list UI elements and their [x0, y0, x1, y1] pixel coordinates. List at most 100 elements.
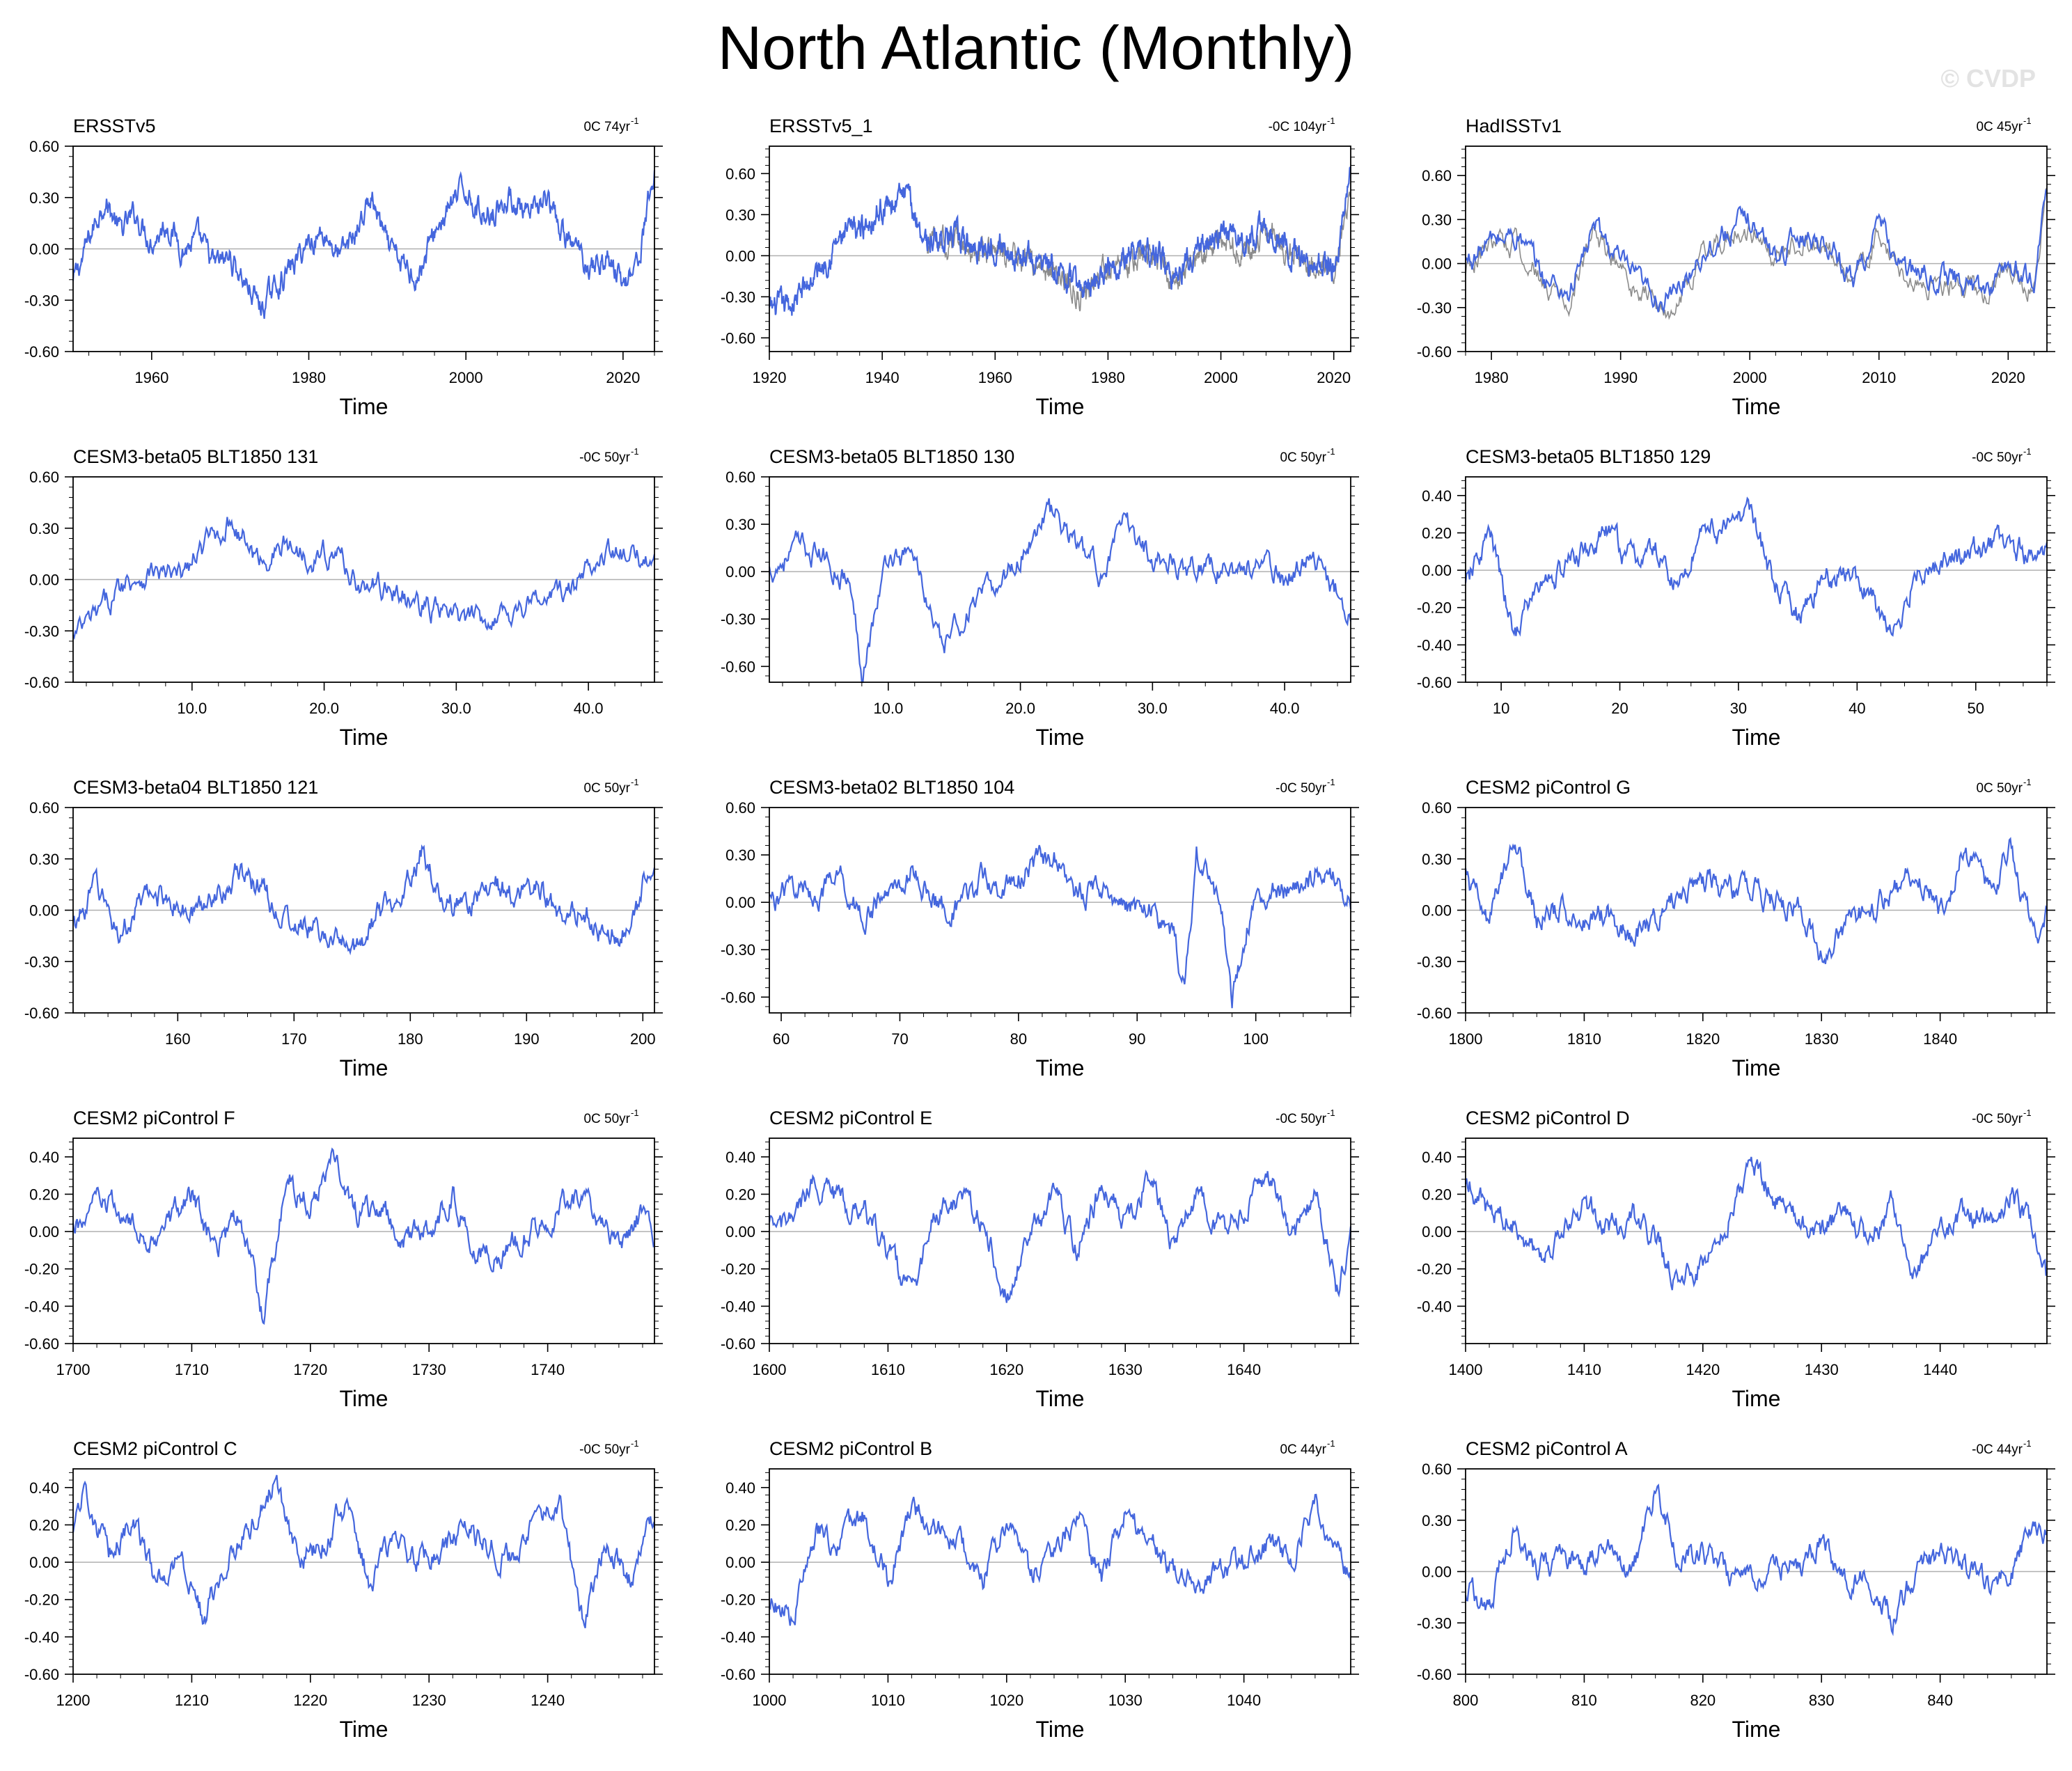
x-tick-label: 190 — [514, 1030, 540, 1048]
trend-label: -0C 50yr — [1972, 450, 2023, 465]
trend-unit-superscript: -1 — [2023, 1438, 2032, 1449]
chart-panel-2: ERSSTv5_1 -0C 104yr -1 -0.60 -0.30 0.00 0.30 0.… — [721, 116, 1359, 419]
y-tick-label: 0.30 — [725, 206, 755, 223]
y-tick-label: -0.60 — [1417, 343, 1452, 361]
y-tick-label: -0.30 — [1417, 953, 1452, 970]
y-tick-label: 0.60 — [1422, 799, 1452, 817]
chart-panel-15: CESM2 piControl A -0C 44yr -1 -0.60 -0.30 0.0… — [1417, 1438, 2055, 1742]
trend-unit-superscript: -1 — [1327, 1438, 1335, 1449]
y-tick-label: -0.20 — [1417, 599, 1452, 617]
y-tick-label: -0.20 — [1417, 1261, 1452, 1278]
y-tick-label: 0.30 — [29, 851, 59, 868]
panel-title: CESM3-beta05 BLT1850 131 — [73, 446, 318, 467]
chart-panel-5: CESM3-beta05 BLT1850 130 0C 50yr -1 -0.60 -0… — [721, 446, 1359, 750]
x-tick-label: 1040 — [1227, 1692, 1261, 1709]
series-line — [72, 170, 656, 320]
series-line — [1464, 837, 2048, 964]
plot-frame — [72, 1138, 655, 1344]
y-tick-label: 0.20 — [725, 1516, 755, 1534]
y-tick-label: 0.20 — [1422, 1186, 1452, 1203]
trend-label: -0C 50yr — [579, 1442, 631, 1457]
y-tick-label: 0.30 — [725, 847, 755, 864]
y-tick-label: 0.40 — [725, 1479, 755, 1497]
x-tick-label: 1960 — [978, 369, 1012, 386]
plot-frame — [769, 145, 1351, 352]
y-tick-label: 0.00 — [29, 572, 59, 589]
y-tick-label: 0.20 — [29, 1186, 59, 1203]
x-tick-label: 1400 — [1449, 1361, 1483, 1378]
panel-title: CESM2 piControl F — [73, 1108, 235, 1128]
x-axis-label: Time — [1036, 1717, 1085, 1742]
panel-title: CESM2 piControl G — [1466, 777, 1631, 798]
x-tick-label: 1620 — [989, 1361, 1023, 1378]
x-tick-label: 90 — [1129, 1030, 1145, 1048]
chart-panel-8: CESM3-beta02 BLT1850 104 -0C 50yr -1 -0.60 -… — [721, 777, 1359, 1080]
trend-unit-superscript: -1 — [631, 446, 639, 457]
y-tick-label: 0.00 — [1422, 902, 1452, 920]
y-tick-label: -0.40 — [1417, 1298, 1452, 1315]
y-tick-label: -0.60 — [24, 1335, 59, 1353]
x-axis-label: Time — [340, 394, 388, 419]
x-axis-label: Time — [340, 1386, 388, 1411]
x-tick-label: 20 — [1611, 700, 1628, 717]
x-tick-label: 1640 — [1227, 1361, 1261, 1378]
trend-unit-superscript: -1 — [631, 777, 639, 787]
x-tick-label: 1740 — [531, 1361, 565, 1378]
trend-unit-superscript: -1 — [2023, 446, 2032, 457]
x-axis-label: Time — [1036, 1386, 1085, 1411]
series-line — [769, 1493, 1352, 1626]
panel-title: CESM3-beta02 BLT1850 104 — [769, 777, 1014, 798]
y-tick-label: 0.20 — [29, 1516, 59, 1534]
y-tick-label: 0.00 — [725, 1223, 755, 1241]
y-tick-label: -0.60 — [721, 989, 755, 1006]
panel-title: CESM3-beta04 BLT1850 121 — [73, 777, 318, 798]
y-tick-label: -0.40 — [24, 1628, 59, 1646]
series-line — [72, 1474, 656, 1629]
y-tick-label: 0.30 — [29, 189, 59, 207]
x-axis-label: Time — [1732, 725, 1781, 750]
series-line — [1464, 496, 2048, 637]
y-tick-label: 0.20 — [725, 1186, 755, 1203]
y-tick-label: -0.40 — [721, 1298, 755, 1315]
x-tick-label: 20.0 — [1005, 700, 1035, 717]
y-tick-label: -0.40 — [721, 1628, 755, 1646]
y-tick-label: -0.30 — [721, 941, 755, 959]
trend-unit-superscript: -1 — [631, 1438, 639, 1449]
x-tick-label: 160 — [165, 1030, 191, 1048]
trend-label: -0C 50yr — [579, 450, 631, 465]
trend-label: 0C 50yr — [583, 781, 630, 796]
x-tick-label: 1630 — [1108, 1361, 1143, 1378]
chart-panel-13: CESM2 piControl C -0C 50yr -1 -0.60 -0.40 -0.… — [24, 1438, 663, 1742]
trend-unit-superscript: -1 — [2023, 1108, 2032, 1118]
series-line — [1464, 1156, 2048, 1291]
x-tick-label: 1420 — [1686, 1361, 1720, 1378]
x-tick-label: 1210 — [175, 1692, 209, 1709]
x-tick-label: 70 — [891, 1030, 908, 1048]
y-tick-label: 0.00 — [29, 1223, 59, 1241]
panel-title: CESM3-beta05 BLT1850 129 — [1466, 446, 1711, 467]
panel-title: CESM2 piControl C — [73, 1438, 237, 1459]
x-tick-label: 1710 — [175, 1361, 209, 1378]
x-tick-label: 840 — [1927, 1692, 1953, 1709]
trend-unit-superscript: -1 — [1327, 116, 1335, 126]
trend-label: 0C 44yr — [1280, 1442, 1326, 1457]
y-tick-label: 0.00 — [725, 247, 755, 265]
series-line — [769, 844, 1352, 1009]
series-line — [1464, 1483, 2048, 1637]
chart-panel-11: CESM2 piControl E -0C 50yr -1 -0.60 -0.40 -0.… — [721, 1108, 1359, 1411]
x-tick-label: 830 — [1809, 1692, 1835, 1709]
chart-panel-9: CESM2 piControl G 0C 50yr -1 -0.60 -0.30 0.00… — [1417, 777, 2055, 1080]
x-tick-label: 20.0 — [309, 700, 339, 717]
trend-unit-superscript: -1 — [1327, 1108, 1335, 1118]
x-tick-label: 1960 — [134, 369, 168, 386]
trend-label: -0C 50yr — [1276, 1112, 1327, 1126]
y-tick-label: 0.60 — [725, 165, 755, 182]
y-tick-label: -0.30 — [1417, 299, 1452, 317]
y-tick-label: 0.30 — [725, 516, 755, 533]
x-tick-label: 10.0 — [177, 700, 207, 717]
y-tick-label: 0.00 — [1422, 1223, 1452, 1241]
x-tick-label: 1990 — [1603, 369, 1638, 386]
x-axis-label: Time — [340, 725, 388, 750]
panel-title: CESM2 piControl B — [769, 1438, 932, 1459]
panel-title: CESM2 piControl D — [1466, 1108, 1630, 1128]
